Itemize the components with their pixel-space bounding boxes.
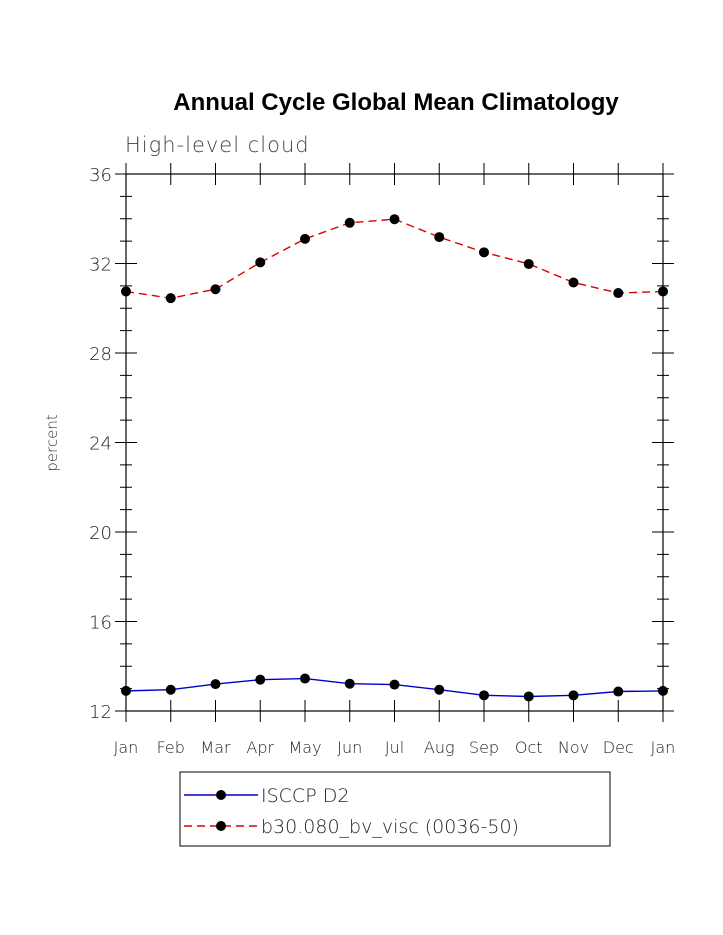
series-2-point [255, 257, 266, 268]
series-1-point [389, 679, 400, 690]
series-2-point [165, 293, 176, 304]
y-tick-label: 12 [89, 702, 112, 723]
legend: ISCCP D2 b30.080_bv_visc (0036-50) [179, 771, 611, 847]
x-tick-label: Sep [469, 738, 499, 757]
series-2-point [344, 217, 355, 228]
series-1-point [344, 678, 355, 689]
series-1-point [255, 674, 266, 685]
legend-label-2: b30.080_bv_visc (0036-50) [261, 816, 519, 838]
series-1-point [300, 673, 310, 684]
series-1-point [434, 684, 445, 695]
x-tick-label: Aug [424, 738, 455, 757]
series-2-point [523, 258, 534, 269]
x-tick-label: Jan [114, 738, 139, 757]
x-tick-label: Apr [246, 738, 274, 757]
series-2-point [658, 286, 668, 297]
x-tick-label: Nov [558, 738, 589, 757]
series-2-point [121, 286, 131, 297]
legend-marker-2 [216, 821, 226, 831]
x-tick-label: Feb [157, 738, 185, 757]
y-tick-label: 36 [89, 165, 112, 186]
y-tick-label: 24 [89, 434, 112, 455]
chart-subtitle: High-level cloud [125, 133, 310, 157]
x-tick-label: Oct [515, 738, 543, 757]
series-2-point [300, 233, 310, 244]
legend-label-1: ISCCP D2 [261, 785, 349, 807]
series-1-point [658, 685, 668, 696]
series-1-point [210, 679, 221, 690]
x-tick-label: Jul [385, 738, 404, 757]
y-tick-label: 20 [89, 523, 112, 544]
series-2-point [210, 284, 221, 295]
x-tick-label: Jan [651, 738, 676, 757]
y-tick-label: 16 [89, 613, 112, 634]
series-1-point [568, 690, 579, 701]
legend-box [179, 771, 611, 847]
x-tick-label: May [288, 738, 321, 757]
series-2-point [479, 247, 489, 258]
series-1-point [479, 690, 489, 701]
y-tick-label: 28 [89, 344, 112, 365]
series-2-point [389, 214, 400, 225]
series-1-point [613, 686, 624, 697]
y-tick-label: 32 [89, 255, 112, 276]
series-1-point [121, 685, 131, 696]
plot-frame [125, 173, 664, 712]
series-2-point [568, 277, 579, 288]
chart-title: Annual Cycle Global Mean Climatology [173, 89, 619, 116]
series-1-point [165, 684, 176, 695]
legend-marker-1 [216, 790, 226, 800]
series-2-point [613, 288, 624, 299]
series-line-2 [125, 218, 664, 299]
series-1-point [523, 691, 534, 702]
x-tick-label: Dec [603, 738, 634, 757]
y-axis-label: percent [43, 414, 61, 472]
x-tick-label: Mar [200, 738, 231, 757]
x-tick-label: Jun [337, 738, 362, 757]
series-2-point [434, 232, 445, 243]
